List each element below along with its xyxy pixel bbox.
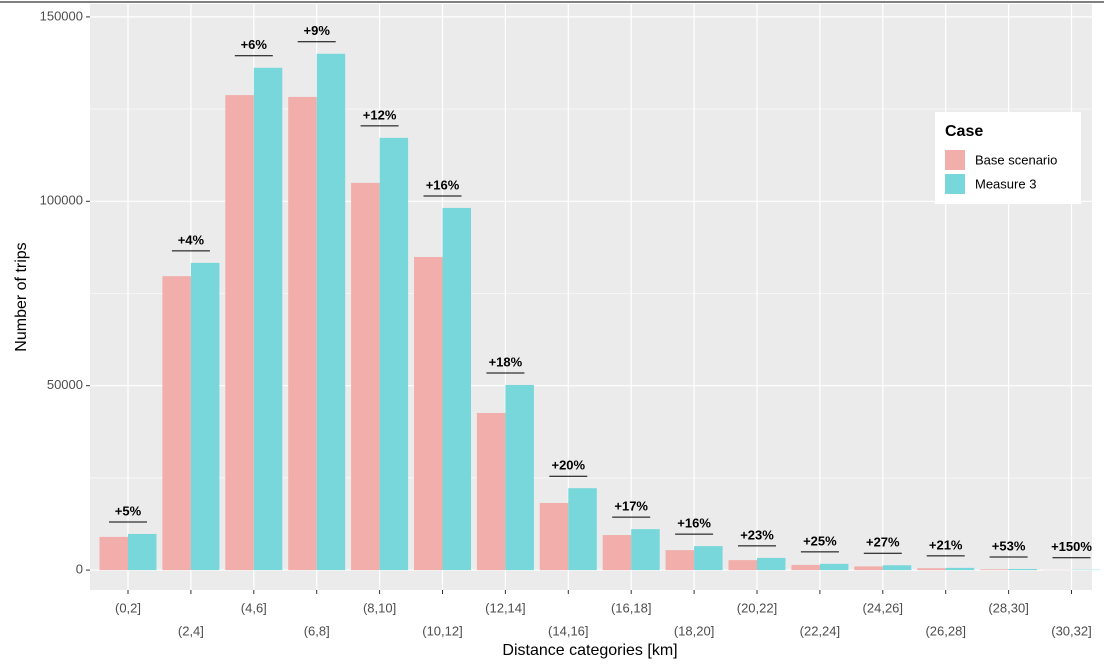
bar [602,535,632,571]
bar [819,563,849,571]
annotation: +25% [803,533,837,548]
bar [854,566,883,571]
annotation: +53% [992,538,1026,553]
x-tick-label: (22,24] [800,623,840,638]
x-tick-label: (12,14] [485,600,525,615]
y-tick-label: 0 [76,562,83,577]
bar [351,182,380,571]
annotation: +18% [489,354,523,369]
legend-key [945,150,965,170]
legend-title: Case [945,123,983,140]
x-tick-label: (2,4] [178,623,204,638]
legend-label: Base scenario [975,152,1057,167]
bar [917,568,946,571]
bar [568,488,597,571]
x-tick-label: (4,6] [241,600,267,615]
marks [99,53,1100,571]
bar [414,256,443,571]
bar [225,95,254,571]
bar [316,53,346,571]
bar [694,546,723,571]
x-tick-label: (10,12] [422,623,462,638]
x-tick-label: (18,20] [674,623,714,638]
x-tick-label: (6,8] [304,623,330,638]
y-tick-label: 50000 [47,377,83,392]
x-tick-label: (20,22] [737,600,777,615]
bar [1008,568,1038,571]
x-tick-label: (28,30] [988,600,1028,615]
legend-key [945,174,965,194]
bar [791,564,820,571]
x-tick-label: (30,32] [1051,623,1091,638]
bar [757,557,786,571]
annotation: +5% [115,503,142,518]
annotation: +23% [740,527,774,542]
x-tick-label: (16,18] [611,600,651,615]
bar [980,569,1009,571]
bar [442,207,471,571]
y-axis-title: Number of trips [13,242,30,351]
x-tick-label: (24,26] [863,600,903,615]
bar [190,262,220,571]
annotation: +17% [614,499,648,514]
bar [505,384,534,571]
annotation: +6% [241,37,268,52]
bar [99,536,128,571]
annotation: +150% [1051,539,1092,554]
y-tick-label: 150000 [40,8,83,23]
annotation: +9% [304,23,331,38]
annotation: +12% [363,107,397,122]
bar [476,412,506,571]
annotation: +16% [426,177,460,192]
bar [128,533,157,571]
bar [882,565,912,571]
annotation: +21% [929,537,963,552]
annotation: +4% [178,232,205,247]
legend: Case Base scenario Measure 3 [935,112,1081,204]
bar [539,502,569,571]
x-tick-label: (14,16] [548,623,588,638]
bar [288,96,317,571]
x-tick-label: (26,28] [925,623,965,638]
bar [945,567,975,571]
bar [631,529,660,571]
x-tick-label: (0,2] [115,600,141,615]
bar [665,550,695,571]
x-tick-label: (8,10] [363,600,396,615]
bar [728,560,757,571]
y-tick-label: 100000 [40,193,83,208]
legend-label: Measure 3 [975,176,1036,191]
x-axis-title: Distance categories [km] [502,642,677,659]
bar [253,67,283,571]
annotation: +16% [677,516,711,531]
annotation: +27% [866,535,900,550]
bar [379,137,409,571]
annotation: +20% [551,458,585,473]
bar [162,276,191,571]
